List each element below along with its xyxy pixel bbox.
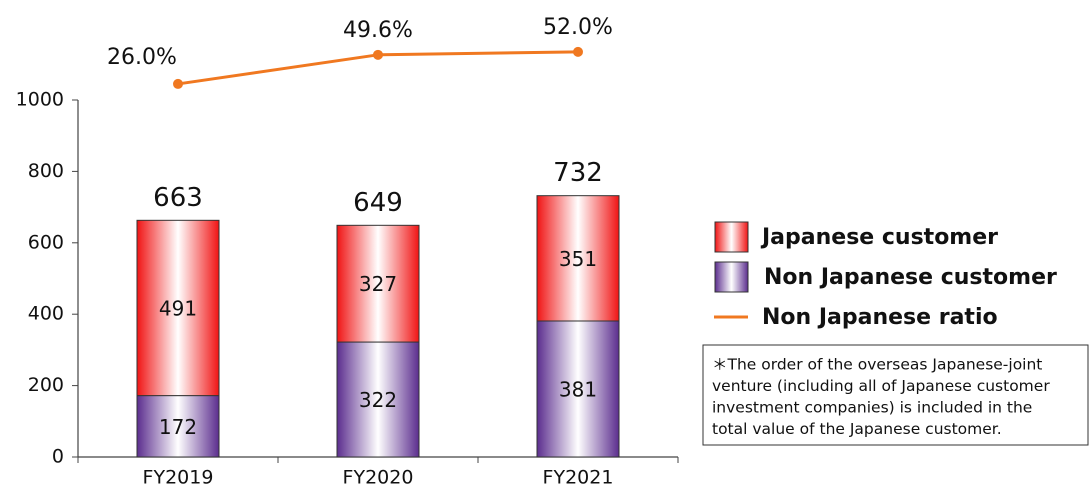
segment-label: 322: [359, 388, 397, 412]
segment-label: 381: [559, 377, 597, 401]
y-tick-label: 200: [28, 374, 64, 396]
note-line: ＊The order of the overseas Japanese-join…: [712, 356, 1042, 374]
y-tick-label: 600: [28, 231, 64, 253]
segment-label: 351: [559, 247, 597, 271]
x-tick-label: FY2020: [343, 467, 414, 489]
total-label: 649: [353, 188, 403, 218]
segment-label: 172: [159, 415, 197, 439]
y-tick-label: 1000: [16, 89, 64, 111]
x-tick-label: FY2019: [143, 467, 214, 489]
ratio-point: [173, 78, 183, 89]
total-label: 732: [553, 158, 603, 188]
ratio-point: [573, 46, 583, 57]
total-label: 663: [153, 183, 203, 213]
y-tick-label: 800: [28, 160, 64, 182]
ratio-label: 26.0%: [107, 45, 177, 70]
ratio-label: 49.6%: [343, 18, 413, 43]
x-tick-label: FY2021: [543, 467, 614, 489]
y-tick-label: 0: [52, 446, 64, 468]
legend-swatch: [714, 221, 749, 253]
legend-swatch: [714, 261, 749, 293]
legend-label: Non Japanese customer: [764, 265, 1057, 290]
note-box: [702, 344, 1089, 446]
y-tick-label: 400: [28, 303, 64, 325]
legend-label: Japanese customer: [760, 225, 998, 250]
bar-segment: [136, 219, 220, 397]
note-line: venture (including all of Japanese custo…: [712, 377, 1050, 395]
note-line: investment companies) is included in the: [712, 399, 1032, 417]
note-line: total value of the Japanese customer.: [712, 420, 1002, 438]
bar-segment: [536, 195, 620, 322]
ratio-point: [373, 49, 383, 60]
bar-segment: [536, 320, 620, 458]
bar-segment: [336, 224, 420, 343]
segment-label: 491: [159, 296, 197, 320]
legend-label: Non Japanese ratio: [762, 305, 998, 330]
segment-label: 327: [359, 272, 397, 296]
ratio-label: 52.0%: [543, 15, 613, 40]
